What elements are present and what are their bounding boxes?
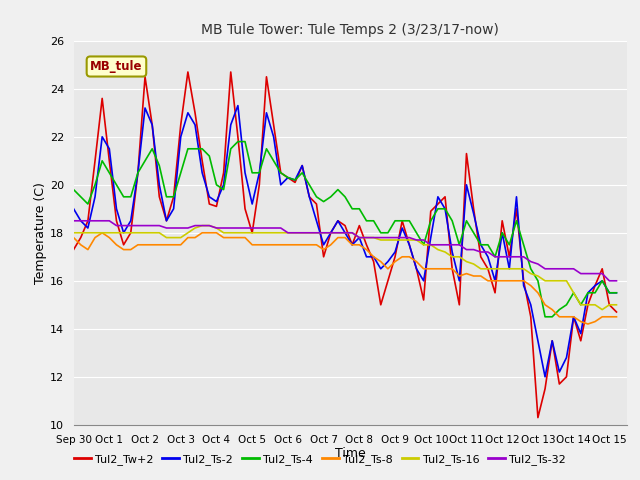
Legend: Tul2_Tw+2, Tul2_Ts-2, Tul2_Ts-4, Tul2_Ts-8, Tul2_Ts-16, Tul2_Ts-32: Tul2_Tw+2, Tul2_Ts-2, Tul2_Ts-4, Tul2_Ts… [69, 450, 571, 469]
X-axis label: Time: Time [335, 447, 366, 460]
Text: MB_tule: MB_tule [90, 60, 143, 73]
Y-axis label: Temperature (C): Temperature (C) [34, 182, 47, 284]
Title: MB Tule Tower: Tule Temps 2 (3/23/17-now): MB Tule Tower: Tule Temps 2 (3/23/17-now… [202, 23, 499, 37]
